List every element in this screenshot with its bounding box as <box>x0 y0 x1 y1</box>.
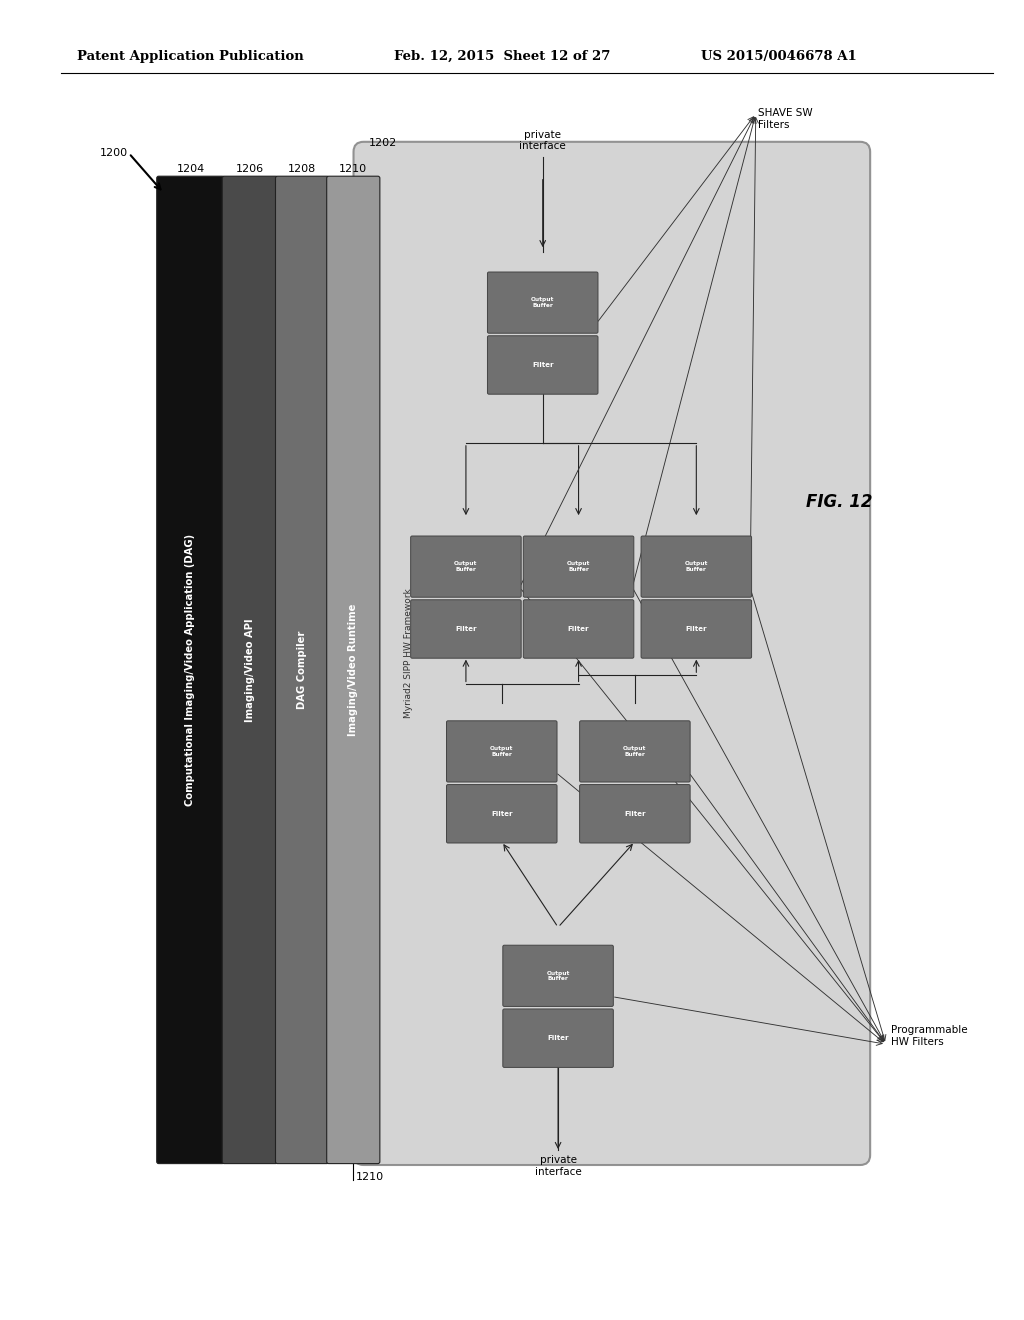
Text: private
interface: private interface <box>535 1155 582 1177</box>
Text: Output
Buffer: Output Buffer <box>685 561 708 572</box>
Text: Output
Buffer: Output Buffer <box>455 561 477 572</box>
Text: Imaging/Video Runtime: Imaging/Video Runtime <box>348 603 358 737</box>
FancyBboxPatch shape <box>446 784 557 843</box>
Text: Imaging/Video API: Imaging/Video API <box>245 618 255 722</box>
Text: SHAVE SW
Filters: SHAVE SW Filters <box>758 108 812 129</box>
Text: Programmable
HW Filters: Programmable HW Filters <box>891 1026 968 1047</box>
Text: Output
Buffer: Output Buffer <box>624 746 646 756</box>
Text: Filter: Filter <box>686 626 707 632</box>
FancyBboxPatch shape <box>503 945 613 1006</box>
Text: Filter: Filter <box>548 1035 568 1041</box>
FancyBboxPatch shape <box>157 176 224 1164</box>
FancyBboxPatch shape <box>353 141 870 1166</box>
Text: Filter: Filter <box>625 810 645 817</box>
FancyBboxPatch shape <box>503 1008 613 1068</box>
Text: Filter: Filter <box>532 362 553 368</box>
Text: private
interface: private interface <box>519 129 566 152</box>
Text: Feb. 12, 2015  Sheet 12 of 27: Feb. 12, 2015 Sheet 12 of 27 <box>394 50 610 63</box>
Text: Patent Application Publication: Patent Application Publication <box>77 50 303 63</box>
Text: Computational Imaging/Video Application (DAG): Computational Imaging/Video Application … <box>185 533 196 807</box>
Text: 1210: 1210 <box>339 164 368 174</box>
FancyBboxPatch shape <box>487 335 598 395</box>
Text: Filter: Filter <box>568 626 589 632</box>
Text: Myriad2 SIPP HW Framework: Myriad2 SIPP HW Framework <box>403 589 413 718</box>
Text: 1200: 1200 <box>99 148 128 158</box>
Text: 1204: 1204 <box>176 164 205 174</box>
Text: Filter: Filter <box>456 626 476 632</box>
FancyBboxPatch shape <box>411 536 521 597</box>
FancyBboxPatch shape <box>222 176 278 1164</box>
FancyBboxPatch shape <box>580 721 690 781</box>
FancyBboxPatch shape <box>580 784 690 843</box>
Text: 1210: 1210 <box>356 1172 384 1181</box>
FancyBboxPatch shape <box>411 599 521 659</box>
FancyBboxPatch shape <box>641 536 752 597</box>
FancyBboxPatch shape <box>487 272 598 333</box>
Text: Output
Buffer: Output Buffer <box>531 297 554 308</box>
Text: Output
Buffer: Output Buffer <box>547 970 569 981</box>
FancyBboxPatch shape <box>327 176 380 1164</box>
FancyBboxPatch shape <box>446 721 557 781</box>
Text: DAG Compiler: DAG Compiler <box>297 631 307 709</box>
Text: US 2015/0046678 A1: US 2015/0046678 A1 <box>701 50 857 63</box>
FancyBboxPatch shape <box>523 599 634 659</box>
Text: 1202: 1202 <box>370 137 397 148</box>
Text: FIG. 12: FIG. 12 <box>807 492 872 511</box>
Text: 1208: 1208 <box>288 164 316 174</box>
Text: Output
Buffer: Output Buffer <box>490 746 513 756</box>
Text: 1206: 1206 <box>236 164 264 174</box>
Text: Output
Buffer: Output Buffer <box>567 561 590 572</box>
FancyBboxPatch shape <box>275 176 329 1164</box>
Text: Filter: Filter <box>492 810 512 817</box>
FancyBboxPatch shape <box>641 599 752 659</box>
FancyBboxPatch shape <box>523 536 634 597</box>
